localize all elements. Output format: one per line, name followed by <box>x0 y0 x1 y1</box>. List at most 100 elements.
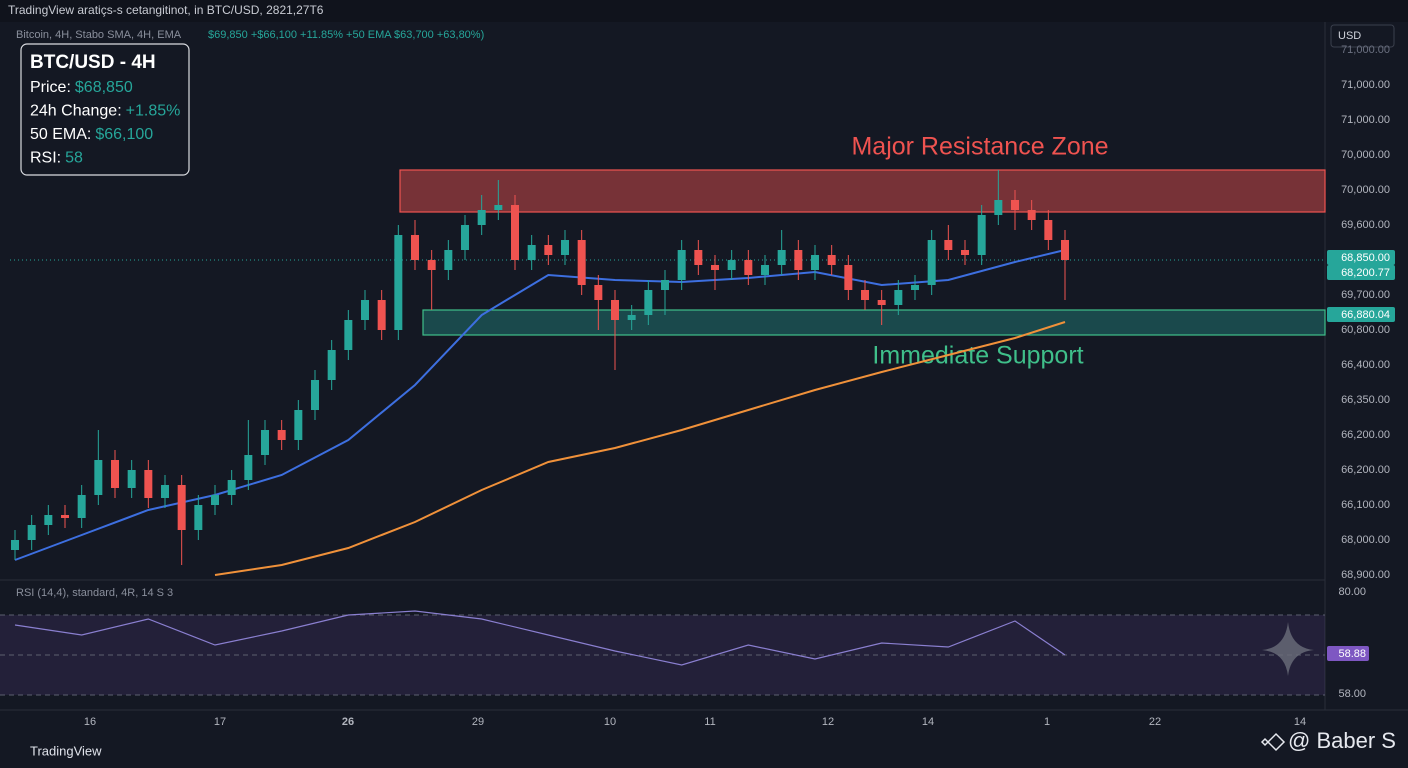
candle-body <box>761 265 769 275</box>
price-label: 66,400.00 <box>1341 359 1390 371</box>
price-label: 71,000.00 <box>1341 114 1390 126</box>
rsi-label-box <box>1327 646 1369 661</box>
watermark-icon <box>1260 732 1286 752</box>
time-label: 11 <box>704 716 715 728</box>
candle-body <box>327 350 336 380</box>
candle-body <box>527 245 536 260</box>
price-label: 68,900.00 <box>1341 569 1390 581</box>
price-label-box <box>1327 250 1395 265</box>
top-bar <box>0 0 1408 22</box>
candle-body <box>461 225 469 250</box>
time-label: 26 <box>342 716 354 728</box>
support-zone <box>422 309 1326 336</box>
footer-logo: TradingView <box>30 743 102 758</box>
price-label: 69,700.00 <box>1341 289 1390 301</box>
currency-box[interactable] <box>1330 24 1395 48</box>
info-label: RSI: <box>30 150 61 167</box>
currency[interactable]: USD <box>1338 30 1361 42</box>
price-label: 70,000.00 <box>1341 184 1390 196</box>
candle-body <box>444 250 453 270</box>
candle-body <box>677 250 686 280</box>
candle-body <box>494 205 503 210</box>
candle-body <box>211 495 219 505</box>
candle-body <box>561 240 569 255</box>
candle-body <box>894 290 903 305</box>
candle-body <box>611 300 619 320</box>
info-title: BTC/USD - 4H <box>30 52 156 73</box>
candle-body <box>944 240 953 250</box>
candle-body <box>927 240 936 285</box>
candle-body <box>594 285 603 300</box>
candle-body <box>294 410 303 440</box>
info-value: 58 <box>65 150 83 167</box>
candle-body <box>544 245 553 255</box>
rsi-axis-label: 58.88 <box>1338 648 1366 660</box>
candle-body <box>144 470 153 498</box>
candle-body <box>411 235 419 260</box>
time-label: 22 <box>1149 716 1161 728</box>
candle-body <box>577 240 586 285</box>
time-label: 16 <box>84 716 96 728</box>
price-label: 71,000.00 <box>1341 79 1390 91</box>
candle-body <box>794 250 803 270</box>
rsi-legend: RSI (14,4), standard, 4R, 14 S 3 <box>16 587 173 599</box>
rsi-axis-label: 80.00 <box>1338 586 1366 598</box>
candle-body <box>711 265 719 270</box>
candle-body <box>361 300 369 320</box>
candle-body <box>694 250 703 265</box>
candle-body <box>311 380 319 410</box>
annotation: Major Resistance Zone <box>851 133 1108 161</box>
candle-body <box>194 505 203 530</box>
price-label: 66,200.00 <box>1341 429 1390 441</box>
price-label: 60,800.00 <box>1341 324 1390 336</box>
ema-line <box>14 249 1066 561</box>
price-label: 68,000.00 <box>1341 534 1390 546</box>
legend-name: Bitcoin, 4H, Stabo SMA, 4H, EMA <box>16 29 182 41</box>
price-label: 69,600.00 <box>1341 219 1390 231</box>
candle-body <box>777 250 786 265</box>
price-label-box <box>1327 307 1395 322</box>
candle-body <box>61 515 69 518</box>
candle-body <box>244 455 253 480</box>
time-label: 10 <box>604 716 616 728</box>
info-label: 50 EMA: <box>30 126 91 143</box>
time-label: 1 <box>1044 716 1050 728</box>
price-label: 68,200.77 <box>1341 267 1390 279</box>
price-label: 68,850.00 <box>1341 252 1390 264</box>
candle-body <box>744 260 753 275</box>
candle-body <box>911 285 919 290</box>
price-label: 66,350.00 <box>1341 394 1390 406</box>
candle-body <box>261 430 269 455</box>
info-value: $68,850 <box>75 79 133 96</box>
info-label: Price: <box>30 79 71 96</box>
time-label: 14 <box>922 716 934 728</box>
time-label: 14 <box>1294 716 1306 728</box>
watermark: @ Baber S <box>1288 728 1396 753</box>
resistance-zone <box>399 169 1326 213</box>
candle-body <box>1044 220 1053 240</box>
candle-body <box>827 255 836 265</box>
legend-values: $69,850 +$66,100 +11.85% +50 EMA $63,700… <box>208 29 484 41</box>
candle-body <box>644 290 653 315</box>
time-label: 29 <box>472 716 484 728</box>
price-label: 71,000.00 <box>1341 44 1390 56</box>
info-rows: Price: $68,850 24h Change: +1.85% 50 EMA: $66… <box>30 79 180 167</box>
price-label: 66,880.04 <box>1341 309 1390 321</box>
candle-body <box>877 300 886 305</box>
candle-body <box>861 290 869 300</box>
candle-body <box>1011 200 1019 210</box>
candle-body <box>377 300 386 330</box>
candle-body <box>1027 210 1036 220</box>
time-label: 12 <box>822 716 834 728</box>
candle-body <box>127 470 136 488</box>
candle-body <box>661 280 669 290</box>
candle-body <box>1061 240 1069 260</box>
info-value: $66,100 <box>95 126 153 143</box>
candle-body <box>77 495 86 518</box>
sparkle-icon <box>1262 622 1314 676</box>
info-label: 24h Change: <box>30 103 122 120</box>
candle-body <box>344 320 353 350</box>
rsi-axis-label: 58.00 <box>1338 688 1366 700</box>
